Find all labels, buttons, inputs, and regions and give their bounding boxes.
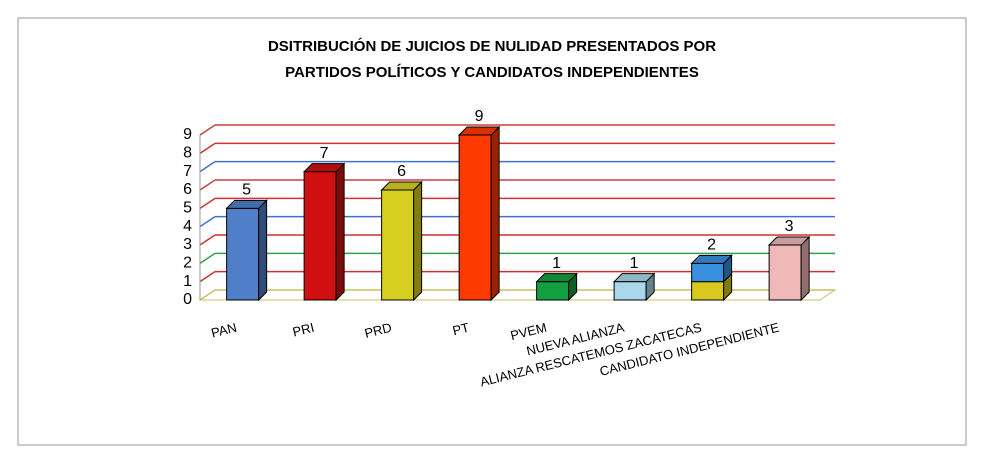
bar-top (302, 163, 346, 173)
bar-top (380, 181, 423, 191)
bar (536, 281, 570, 301)
bar (381, 189, 415, 301)
floor (198, 289, 837, 301)
y-tick-label: 0 (183, 291, 192, 308)
y-tick-label: 6 (183, 181, 192, 198)
grid-line (199, 179, 216, 191)
bar-side (800, 235, 810, 302)
y-tick-label: 3 (183, 236, 192, 253)
x-tick-label: PRD (363, 320, 393, 341)
y-tick-label: 5 (183, 200, 192, 217)
bar-top (690, 254, 733, 264)
grid-line (199, 216, 216, 228)
chart-title: DSITRIBUCIÓN DE JUICIOS DE NULIDAD PRESE… (268, 37, 716, 55)
grid-line (199, 271, 216, 283)
value-label: 1 (630, 255, 639, 272)
bar-side (335, 162, 345, 302)
bar-top (457, 126, 501, 136)
bar-side (258, 199, 268, 302)
bar-side (490, 125, 500, 302)
grid-line (199, 289, 216, 301)
bar (458, 134, 492, 301)
y-tick-label: 1 (183, 273, 192, 290)
value-label: 7 (320, 145, 329, 162)
bar-top (612, 273, 656, 283)
value-label: 6 (397, 163, 406, 180)
bar (226, 207, 260, 301)
value-label: 3 (785, 218, 794, 235)
grid-line (199, 252, 216, 264)
bar (691, 262, 725, 283)
value-label: 9 (475, 108, 484, 125)
x-tick-label: PT (451, 320, 471, 339)
bar (691, 281, 725, 301)
y-tick-label: 7 (183, 163, 192, 180)
y-tick-label: 8 (183, 145, 192, 162)
value-label: 2 (707, 237, 716, 254)
y-tick-label: 4 (183, 218, 192, 235)
bar-top (767, 236, 811, 246)
bar-top (225, 199, 268, 209)
x-tick-label: PRI (291, 320, 316, 340)
bar (768, 244, 802, 301)
bar (303, 171, 337, 301)
y-tick-label: 2 (183, 255, 192, 272)
y-tick-label: 9 (183, 126, 192, 143)
bar-top (535, 273, 578, 283)
grid-line (199, 124, 216, 136)
bar (613, 281, 647, 301)
chart-title: PARTIDOS POLÍTICOS Y CANDIDATOS INDEPEND… (285, 64, 699, 81)
value-label: 5 (242, 182, 251, 199)
grid-line (199, 197, 216, 209)
value-label: 1 (552, 255, 561, 272)
x-tick-label: PAN (210, 320, 239, 341)
grid-line (199, 161, 216, 173)
bar-side (413, 180, 423, 302)
grid-line (199, 142, 216, 154)
grid-line (199, 234, 216, 246)
